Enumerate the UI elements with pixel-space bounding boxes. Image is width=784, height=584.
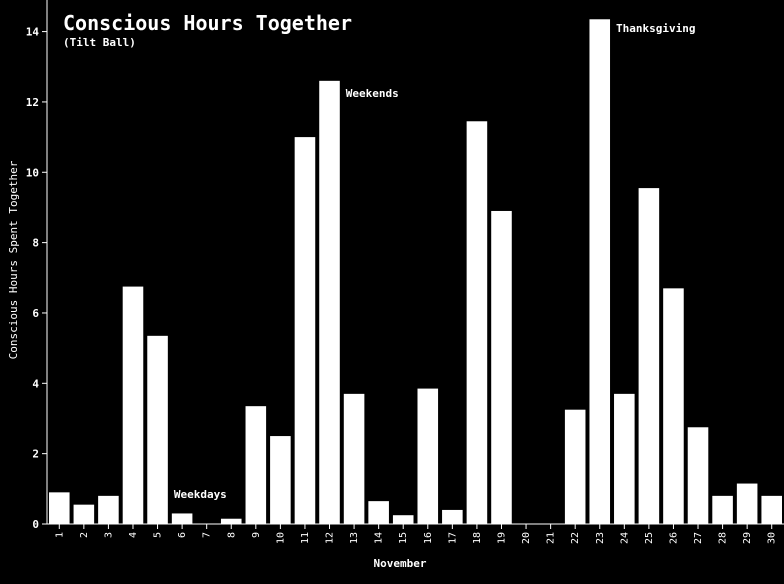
x-tick-label: 11 (300, 532, 311, 544)
bar (270, 436, 291, 524)
x-tick-label: 10 (275, 532, 286, 544)
x-tick-label: 17 (447, 532, 458, 544)
y-tick-label: 0 (32, 518, 39, 531)
chart-subtitle: (Tilt Ball) (63, 36, 136, 49)
bar (122, 286, 144, 524)
y-tick-label: 12 (26, 96, 39, 109)
bar (98, 495, 119, 524)
bar (663, 288, 684, 524)
x-tick-label: 23 (595, 532, 606, 544)
x-tick-label: 26 (668, 532, 679, 544)
x-tick-label: 20 (521, 532, 532, 544)
x-tick-label: 6 (177, 532, 188, 538)
bar (687, 427, 709, 524)
x-tick-label: 25 (644, 532, 655, 544)
bar (736, 483, 758, 524)
bar (491, 210, 512, 524)
x-axis: 1 2 3 4 5 6 7 8 9 10 11 12 13 14 15 16 17 18 19 20 21 22 23 24 2… (47, 523, 784, 544)
bars-group (49, 19, 782, 525)
x-tick-label: 12 (325, 532, 336, 544)
x-tick-label: 8 (226, 532, 237, 538)
x-tick-label: 22 (570, 532, 581, 544)
bar (147, 335, 168, 524)
bar (220, 518, 242, 524)
bar (466, 121, 488, 524)
x-tick-label: 5 (153, 532, 164, 538)
bar (294, 137, 316, 524)
bar (614, 393, 635, 524)
x-tick-label: 27 (693, 532, 704, 544)
y-tick-label: 6 (32, 307, 39, 320)
bar (712, 495, 733, 524)
annotation-label: Weekdays (174, 488, 227, 501)
bar (343, 393, 365, 524)
y-tick-label: 4 (32, 377, 39, 390)
y-axis: 0 2 4 6 8 10 12 14 (26, 0, 48, 531)
x-tick-label: 13 (349, 532, 360, 544)
bar (245, 406, 267, 524)
x-tick-label: 2 (79, 532, 90, 538)
bar (564, 409, 586, 524)
x-tick-label: 1 (54, 532, 65, 538)
bar (442, 509, 463, 524)
bar (392, 515, 414, 524)
bar (73, 504, 95, 524)
annotations-group: Weekdays Weekends Thanksgiving (174, 22, 696, 501)
x-tick-label: 7 (202, 532, 213, 538)
x-tick-label: 14 (374, 532, 385, 544)
x-tick-label: 9 (251, 532, 262, 538)
x-tick-label: 3 (103, 532, 114, 538)
bar (417, 388, 439, 524)
x-tick-label: 29 (742, 532, 753, 544)
x-tick-label: 18 (472, 532, 483, 544)
x-axis-label: November (374, 557, 427, 570)
annotation-label: Weekends (346, 87, 399, 100)
bar (49, 492, 70, 524)
bar (589, 19, 611, 525)
bar (638, 188, 660, 524)
bar (761, 495, 782, 524)
x-tick-label: 30 (767, 532, 778, 544)
x-tick-label: 28 (718, 532, 729, 544)
x-tick-label: 24 (619, 532, 630, 544)
x-tick-label: 16 (423, 532, 434, 544)
y-axis-label: Conscious Hours Spent Together (7, 160, 20, 359)
bar (171, 513, 193, 524)
x-tick-label: 21 (546, 532, 557, 544)
x-tick-label: 15 (398, 532, 409, 544)
y-tick-label: 2 (32, 448, 39, 461)
y-tick-label: 14 (26, 26, 40, 39)
x-tick-label: 19 (496, 532, 507, 544)
y-tick-label: 10 (26, 166, 39, 179)
x-tick-label: 4 (128, 532, 139, 538)
annotation-label: Thanksgiving (616, 22, 695, 35)
bar (319, 80, 340, 525)
bar (368, 501, 389, 524)
chart-title: Conscious Hours Together (63, 11, 352, 35)
y-tick-label: 8 (32, 237, 39, 250)
